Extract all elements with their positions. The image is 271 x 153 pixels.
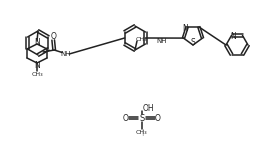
Text: N: N xyxy=(34,37,40,47)
Text: NH: NH xyxy=(60,51,70,57)
Text: S: S xyxy=(139,114,145,123)
Text: O: O xyxy=(123,114,129,123)
Text: O: O xyxy=(155,114,161,123)
Text: O: O xyxy=(50,32,56,41)
Text: CH₃: CH₃ xyxy=(135,131,147,136)
Text: CH₃: CH₃ xyxy=(31,71,43,76)
Text: N: N xyxy=(231,32,236,41)
Text: N: N xyxy=(182,24,188,33)
Text: CH₃: CH₃ xyxy=(135,37,147,41)
Text: OH: OH xyxy=(142,103,154,112)
Text: |: | xyxy=(141,129,143,136)
Text: N: N xyxy=(34,60,40,69)
Text: NH: NH xyxy=(156,38,167,44)
Text: S: S xyxy=(191,37,195,47)
